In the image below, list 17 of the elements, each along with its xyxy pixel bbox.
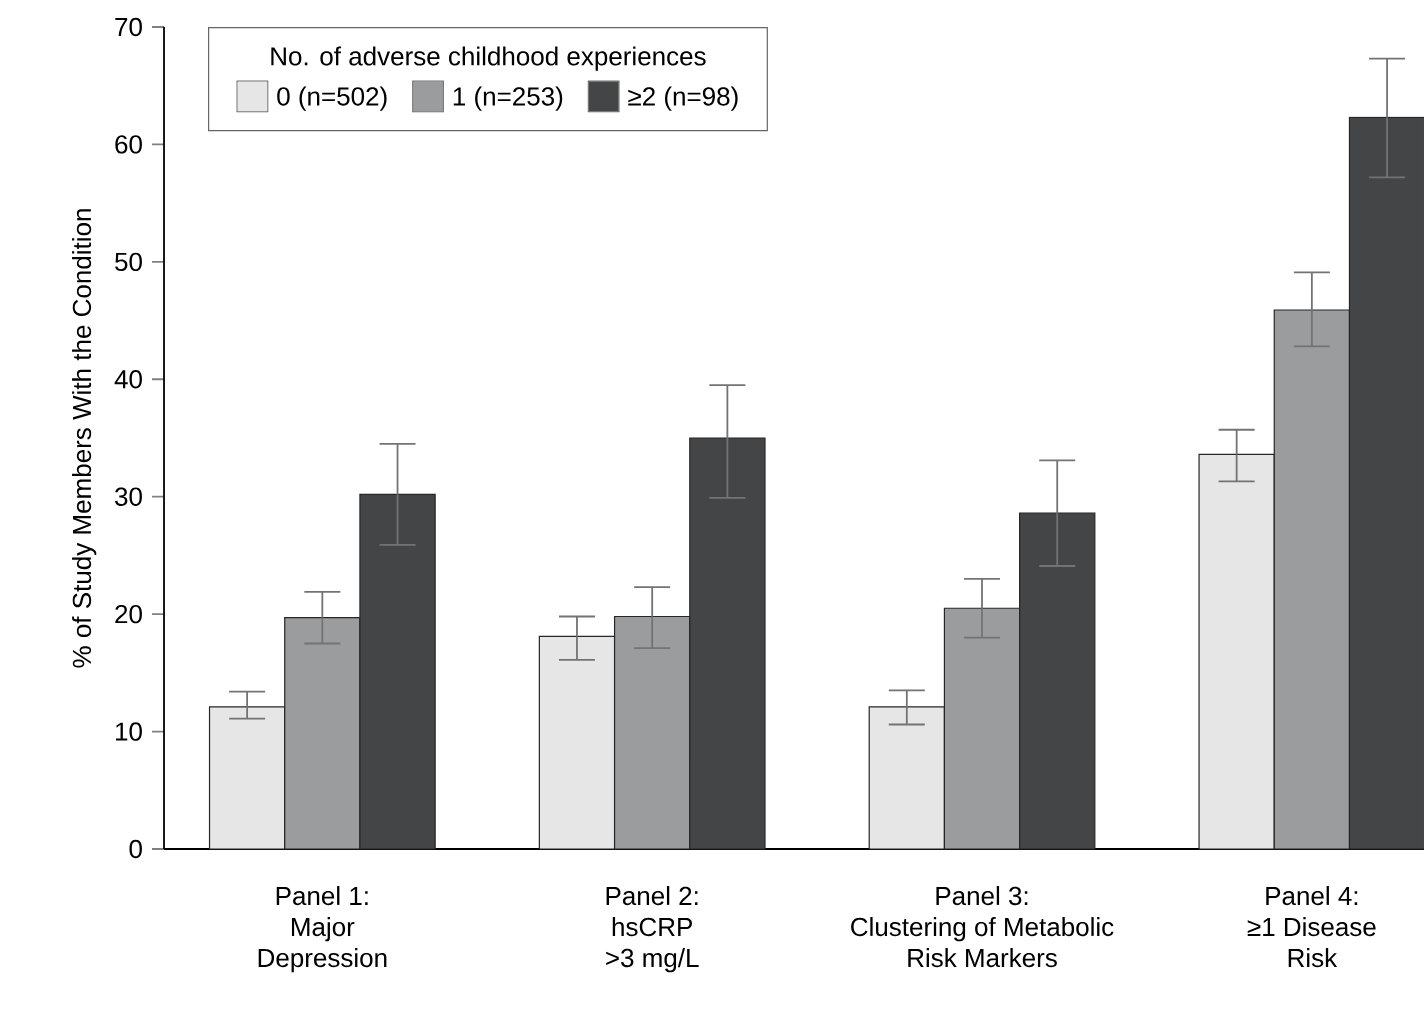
y-tick-label: 20 [115,604,142,624]
legend-title: No. of adverse childhood experiences [271,46,706,71]
x-tick-label: Panel 3: Clustering of Metabolic Risk Markers [851,886,1114,968]
legend-label: ≥2 (n=98) [628,86,738,111]
x-tick-label: Panel 1: Major Depression [258,886,387,973]
x-tick-label: Panel 4: ≥1 Disease Risk [1247,886,1376,968]
legend-label: 1 (n=253) [453,86,563,111]
y-tick-label: 60 [115,135,142,154]
y-tick-label: 10 [116,722,142,741]
y-tick-label: 70 [115,17,142,37]
y-tick-label: 30 [115,487,142,506]
x-tick-label: Panel 2: hsCRP >3 mg/L [606,886,699,973]
y-axis-title: % of Study Members With the Condition [72,209,97,668]
y-tick-label: 50 [115,252,142,272]
y-tick-label: 0 [129,839,142,859]
legend-label: 0 (n=502) [277,86,387,111]
y-tick-label: 40 [114,370,142,389]
